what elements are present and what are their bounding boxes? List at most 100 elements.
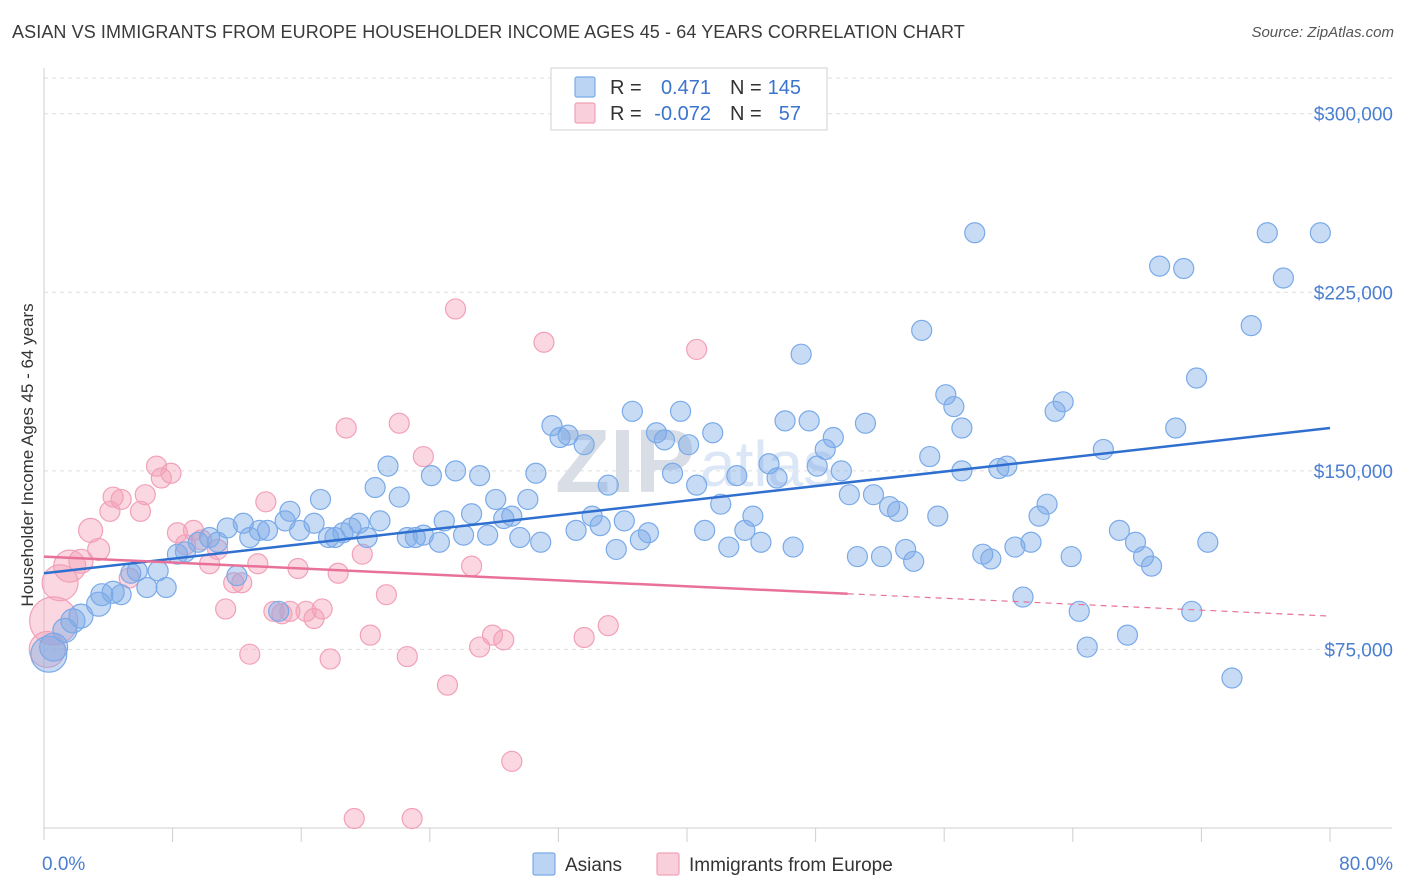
point-asians-108	[935, 384, 957, 406]
point-europe-51	[493, 629, 515, 651]
point-asians-65	[589, 515, 611, 537]
point-asians-45	[428, 531, 451, 553]
point-asians-40	[388, 486, 410, 508]
point-europe-12	[134, 484, 156, 506]
point-asians-61	[557, 424, 579, 446]
point-asians-19	[216, 517, 238, 539]
point-europe-41	[375, 584, 397, 606]
point-europe-38	[343, 807, 365, 830]
point-asians-20	[226, 565, 248, 587]
point-asians-107	[927, 505, 949, 527]
point-asians-121	[1036, 493, 1058, 515]
point-europe-43	[396, 645, 418, 668]
point-europe-56	[686, 338, 708, 361]
point-asians-47	[444, 460, 467, 482]
watermark-atlas: atlas	[700, 428, 835, 500]
legend-label-europe: Immigrants from Europe	[689, 855, 893, 876]
point-europe-46	[436, 674, 459, 696]
point-europe-48	[460, 555, 483, 577]
point-europe-40	[359, 624, 381, 646]
point-asians-21	[232, 512, 254, 534]
point-asians-128	[1108, 519, 1131, 541]
stats-swatch-europe	[574, 102, 596, 124]
trend-lines	[43, 426, 1331, 617]
point-asians-76	[678, 434, 700, 456]
point-asians-97	[846, 545, 868, 568]
point-asians-81	[718, 536, 740, 558]
point-europe-11	[129, 500, 152, 522]
point-europe-6	[87, 537, 111, 562]
point-asians-87	[766, 467, 788, 489]
point-asians-136	[1181, 600, 1203, 622]
point-asians-48	[452, 524, 475, 546]
stats-legend-box	[550, 67, 828, 131]
point-asians-50	[469, 465, 491, 487]
point-asians-93	[814, 438, 836, 461]
point-asians-52	[485, 488, 507, 511]
point-asians-38	[369, 510, 391, 532]
y-tick-label-2: $225,000	[1314, 283, 1393, 304]
point-asians-135	[1173, 257, 1195, 280]
point-asians-106	[919, 445, 941, 468]
x-tick-label-max: 80.0%	[1339, 854, 1393, 875]
y-axis-label: Householder Income Ages 45 - 64 years	[18, 303, 37, 606]
point-europe-44	[401, 807, 423, 830]
point-europe-35	[319, 648, 341, 670]
x-tick-label-min: 0.0%	[42, 854, 85, 875]
point-asians-75	[669, 400, 692, 422]
point-asians-85	[750, 531, 772, 553]
point-asians-139	[1221, 667, 1243, 689]
point-asians-63	[573, 434, 595, 456]
point-europe-54	[573, 626, 595, 649]
point-asians-105	[911, 319, 933, 341]
stats-r-label-europe: R =	[610, 103, 642, 125]
axes	[43, 68, 1392, 842]
point-asians-3	[60, 608, 86, 634]
point-europe-1	[29, 596, 79, 646]
point-europe-36	[327, 562, 349, 584]
stats-r-value-europe: -0.072	[654, 103, 711, 125]
bottom-legend: Asians Immigrants from Europe	[532, 852, 893, 876]
point-asians-91	[798, 410, 820, 432]
point-asians-142	[1272, 267, 1294, 289]
point-asians-54	[501, 505, 523, 527]
point-asians-79	[702, 422, 724, 444]
point-europe-39	[351, 543, 373, 565]
point-asians-111	[951, 417, 973, 439]
stats-n-value-europe: 57	[779, 103, 801, 125]
point-asians-114	[980, 548, 1002, 570]
y-tick-labels: $75,000 $150,000 $225,000 $300,000	[1314, 105, 1393, 662]
point-europe-8	[102, 486, 124, 508]
point-asians-8	[110, 584, 132, 606]
point-asians-82	[726, 465, 748, 487]
source-credit: Source: ZipAtlas.com	[1251, 24, 1394, 41]
point-asians-77	[686, 474, 708, 496]
point-asians-57	[525, 462, 547, 484]
x-tick-labels: 0.0% 80.0%	[42, 854, 1393, 875]
point-asians-104	[903, 550, 925, 572]
point-asians-27	[279, 500, 301, 522]
point-asians-13	[155, 576, 177, 599]
point-asians-4	[68, 603, 94, 629]
point-asians-7	[101, 580, 125, 604]
legend-swatch-europe	[656, 852, 680, 876]
point-europe-30	[279, 600, 301, 622]
point-asians-88	[774, 410, 796, 432]
point-asians-90	[790, 343, 812, 365]
trendline-europe	[43, 555, 848, 596]
point-asians-30	[309, 488, 332, 511]
point-asians-24	[256, 519, 279, 541]
point-europe-50	[481, 624, 504, 646]
point-asians-46	[433, 510, 455, 532]
point-asians-120	[1028, 505, 1050, 527]
point-asians-99	[862, 484, 885, 506]
y-tick-label-3: $300,000	[1314, 105, 1393, 126]
point-asians-119	[1020, 531, 1042, 553]
point-asians-73	[653, 429, 676, 451]
stats-swatch-asians	[574, 76, 596, 98]
point-europe-26	[247, 553, 269, 575]
point-asians-59	[541, 415, 563, 437]
legend-label-asians: Asians	[565, 855, 622, 876]
point-asians-84	[742, 505, 764, 527]
